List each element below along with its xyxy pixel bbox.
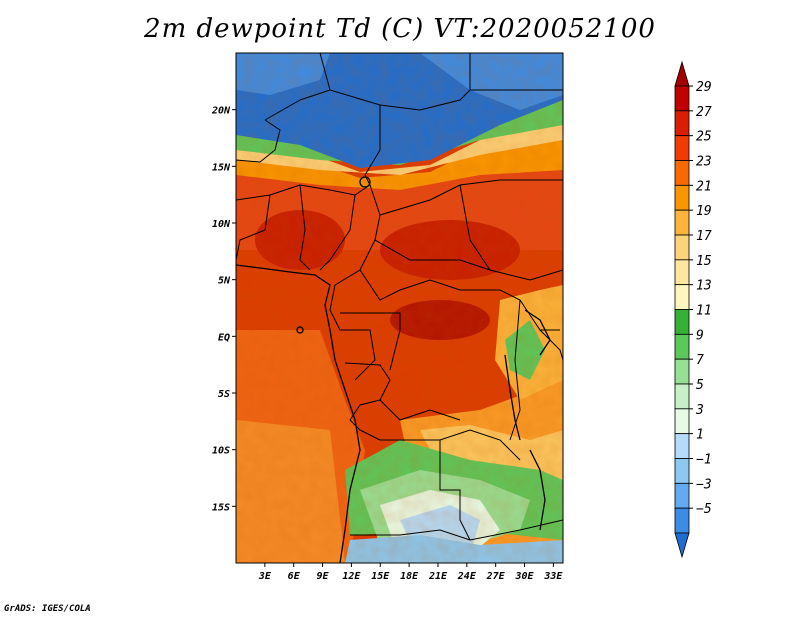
colorbar-swatch [674, 507, 690, 534]
colorbar-swatch [674, 309, 690, 335]
x-tick-label: 6E [288, 571, 301, 582]
x-tick-label: 3E [258, 571, 272, 582]
y-tick-label: 10N [212, 219, 231, 230]
colorbar-swatch [674, 184, 690, 211]
colorbar-swatch [674, 135, 690, 161]
colorbar-label: −1 [696, 453, 712, 468]
colorbar-label: 9 [696, 328, 704, 343]
x-tick-label: 24E [457, 571, 477, 582]
y-tick-label: 20N [211, 106, 231, 117]
colorbar-label: 27 [696, 105, 712, 120]
y-axis: 20N 15N 10N 5N EQ 5S 10S 15S [211, 106, 236, 513]
colorbar-label: 21 [696, 179, 712, 194]
colorbar-label: 23 [696, 155, 712, 170]
colorbar-label: 13 [696, 279, 712, 294]
x-tick-label: 27E [486, 571, 506, 582]
colorbar-label: 25 [696, 130, 712, 145]
y-tick-label: EQ [218, 332, 230, 343]
colorbar-swatch [674, 383, 690, 410]
colorbar-swatch [674, 209, 690, 236]
colorbar-label: 17 [696, 229, 712, 244]
grads-credit: GrADS: IGES/COLA [4, 604, 91, 614]
field-texture [236, 53, 563, 563]
y-tick-label: 15S [212, 502, 230, 513]
colorbar-label: 19 [696, 204, 712, 219]
colorbar-top-arrow [674, 60, 690, 87]
colorbar-label: 15 [696, 254, 712, 269]
colorbar-label: −5 [696, 502, 712, 517]
y-tick-label: 15N [212, 162, 231, 173]
colorbar-label: 7 [696, 353, 704, 368]
dewpoint-field [236, 53, 563, 563]
colorbar-swatch [674, 85, 690, 112]
colorbar-swatch [674, 482, 690, 509]
colorbar-swatch [674, 358, 690, 385]
x-tick-label: 15E [371, 571, 390, 582]
colorbar-swatch [674, 284, 690, 310]
colorbar-swatch [674, 110, 690, 137]
colorbar-label: 3 [695, 403, 704, 418]
colorbar-label: 29 [696, 80, 712, 95]
colorbar-label: 11 [696, 304, 712, 319]
colorbar-swatch [674, 333, 690, 360]
x-tick-label: 12E [342, 571, 361, 582]
plot-title: 2m dewpoint Td (C) VT:2020052100 [144, 14, 656, 44]
map-frame [235, 52, 564, 564]
colorbar-swatch [674, 259, 690, 286]
x-axis: 3E 6E 9E 12E 15E 18E 21E 24E 27E 30E 33E [258, 563, 563, 582]
x-tick-label: 9E [317, 571, 330, 582]
country-borders [236, 53, 563, 541]
colorbar-swatch [674, 234, 690, 261]
colorbar-swatch [674, 458, 690, 484]
y-tick-label: 5S [218, 389, 230, 400]
colorbar-swatch [674, 408, 690, 435]
colorbar-label: −3 [696, 477, 712, 492]
y-tick-label: 10S [212, 446, 230, 457]
coastlines [236, 176, 551, 563]
x-tick-label: 33E [543, 571, 563, 582]
colorbar-swatch [674, 433, 690, 459]
colorbar: 29 27 25 23 21 19 17 15 13 11 9 7 5 3 1 −1 −3 −5 [674, 60, 712, 559]
x-tick-label: 18E [400, 571, 419, 582]
x-tick-label: 21E [428, 571, 448, 582]
colorbar-label: 1 [696, 428, 704, 443]
y-tick-label: 5N [218, 276, 231, 287]
colorbar-label: 5 [696, 378, 704, 393]
colorbar-swatch [674, 160, 690, 186]
colorbar-bottom-arrow [674, 532, 690, 559]
x-tick-label: 30E [514, 571, 534, 582]
